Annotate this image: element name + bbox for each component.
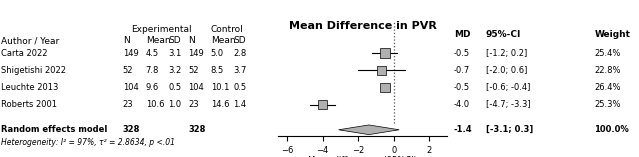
Text: 23: 23 [189,100,199,109]
Text: 14.6: 14.6 [211,100,229,109]
Text: [-3.1; 0.3]: [-3.1; 0.3] [486,125,533,134]
Text: 0.5: 0.5 [233,83,247,92]
Text: 8.5: 8.5 [211,66,224,75]
Text: 9.6: 9.6 [146,83,159,92]
Text: SD: SD [168,36,181,46]
Text: [-0.6; -0.4]: [-0.6; -0.4] [486,83,530,92]
Text: 2.8: 2.8 [233,49,247,57]
Text: [-2.0; 0.6]: [-2.0; 0.6] [486,66,527,75]
Text: Heterogeneity: I² = 97%, τ² = 2.8634, p <.01: Heterogeneity: I² = 97%, τ² = 2.8634, p … [1,138,175,147]
Text: Control: Control [210,25,243,34]
Polygon shape [339,125,399,135]
Text: MD: MD [454,30,470,39]
Text: 52: 52 [189,66,199,75]
Text: SD: SD [233,36,246,46]
Text: Shigetishi 2022: Shigetishi 2022 [1,66,66,75]
Bar [318,100,327,109]
Text: N: N [189,36,196,46]
Text: 104: 104 [189,83,204,92]
Text: Author / Year: Author / Year [1,36,59,46]
Text: 10.1: 10.1 [211,83,229,92]
Bar [380,48,390,58]
Text: Weight: Weight [594,30,630,39]
Text: -4.0: -4.0 [454,100,470,109]
Text: Mean Difference in PVR: Mean Difference in PVR [289,21,436,31]
Text: -0.7: -0.7 [454,66,470,75]
Text: 100.0%: 100.0% [594,125,629,134]
Text: 3.1: 3.1 [168,49,181,57]
Text: 5.0: 5.0 [211,49,224,57]
Text: N: N [123,36,130,46]
Text: 1.0: 1.0 [168,100,181,109]
Text: 3.7: 3.7 [233,66,247,75]
Text: Leuchte 2013: Leuchte 2013 [1,83,59,92]
Text: -0.5: -0.5 [454,49,470,57]
Text: Carta 2022: Carta 2022 [1,49,48,57]
Text: Experimental: Experimental [131,25,192,34]
Text: 328: 328 [123,125,140,134]
Text: -1.4: -1.4 [454,125,472,134]
Text: 0.5: 0.5 [168,83,181,92]
Text: 22.8%: 22.8% [594,66,620,75]
X-axis label: Mean differences (95%CI): Mean differences (95%CI) [308,156,417,157]
Text: 4.5: 4.5 [146,49,159,57]
Text: Roberts 2001: Roberts 2001 [1,100,58,109]
Text: 3.2: 3.2 [168,66,181,75]
Text: 1.4: 1.4 [233,100,247,109]
Text: 26.4%: 26.4% [594,83,620,92]
Text: 149: 149 [123,49,139,57]
Text: 23: 23 [123,100,134,109]
Text: [-4.7; -3.3]: [-4.7; -3.3] [486,100,530,109]
Text: 52: 52 [123,66,133,75]
Text: 7.8: 7.8 [146,66,159,75]
Bar [377,66,386,75]
Text: 10.6: 10.6 [146,100,164,109]
Text: 104: 104 [123,83,139,92]
Text: 149: 149 [189,49,204,57]
Text: 95%-CI: 95%-CI [486,30,521,39]
Text: Mean: Mean [146,36,171,46]
Text: -0.5: -0.5 [454,83,470,92]
Text: 328: 328 [189,125,206,134]
Text: Mean: Mean [211,36,236,46]
Text: 25.3%: 25.3% [594,100,620,109]
Text: [-1.2; 0.2]: [-1.2; 0.2] [486,49,527,57]
Bar [380,83,390,92]
Text: Random effects model: Random effects model [1,125,107,134]
Text: 25.4%: 25.4% [594,49,620,57]
